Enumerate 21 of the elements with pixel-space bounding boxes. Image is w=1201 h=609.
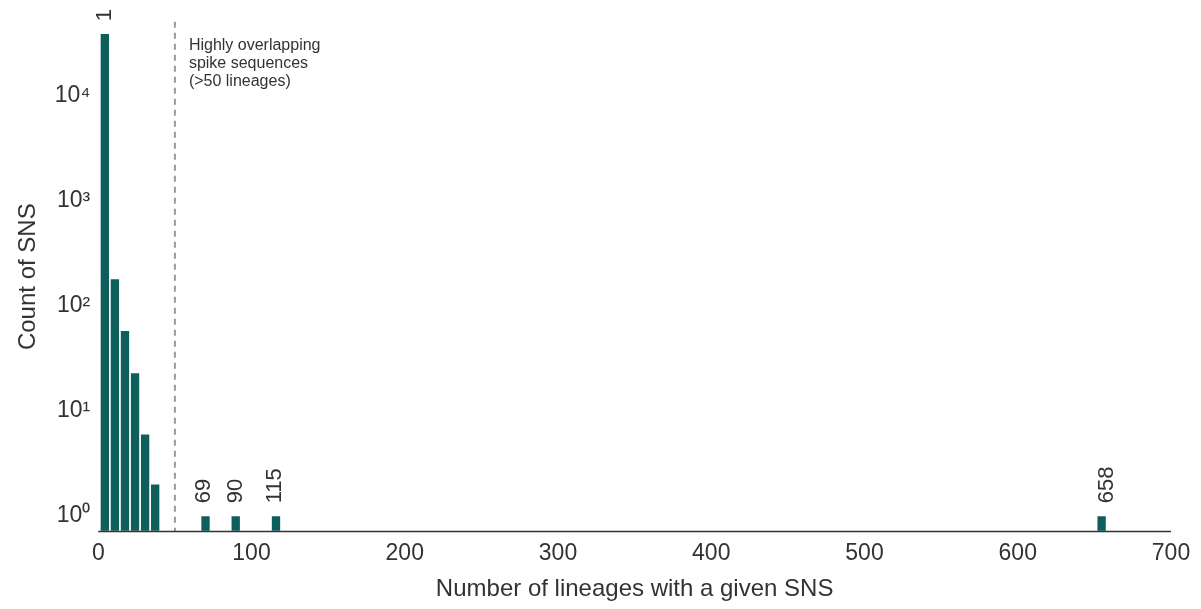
x-tick-label: 400 [692, 538, 731, 565]
annotation: 115 [260, 468, 286, 504]
x-tick-label: 700 [1151, 538, 1191, 565]
annotation: 1 [90, 8, 116, 22]
x-tick-label: 200 [385, 538, 424, 565]
x-tick-label: 500 [845, 538, 884, 565]
x-axis-title: Number of lineages with a given SNS [435, 574, 834, 602]
annotation: 658 [1092, 466, 1118, 504]
annotation: 69 [190, 478, 216, 504]
y-tick-label: 10¹ [57, 395, 91, 422]
y-tick-label: 10⁰ [56, 500, 91, 527]
ref-line-label: Highly overlapping spike sequences (>50 lineages) [188, 36, 321, 90]
y-tick-label: 10⁴ [54, 80, 91, 107]
x-tick-label: 600 [998, 538, 1037, 565]
x-tick-label: 300 [538, 538, 578, 565]
y-tick-label: 10² [57, 290, 91, 317]
x-tick-label: 0 [91, 538, 105, 565]
annotation: 90 [222, 478, 248, 504]
y-tick-label: 10³ [57, 185, 91, 212]
x-tick-label: 100 [232, 538, 271, 565]
y-axis-title: Count of SNS [13, 203, 41, 351]
